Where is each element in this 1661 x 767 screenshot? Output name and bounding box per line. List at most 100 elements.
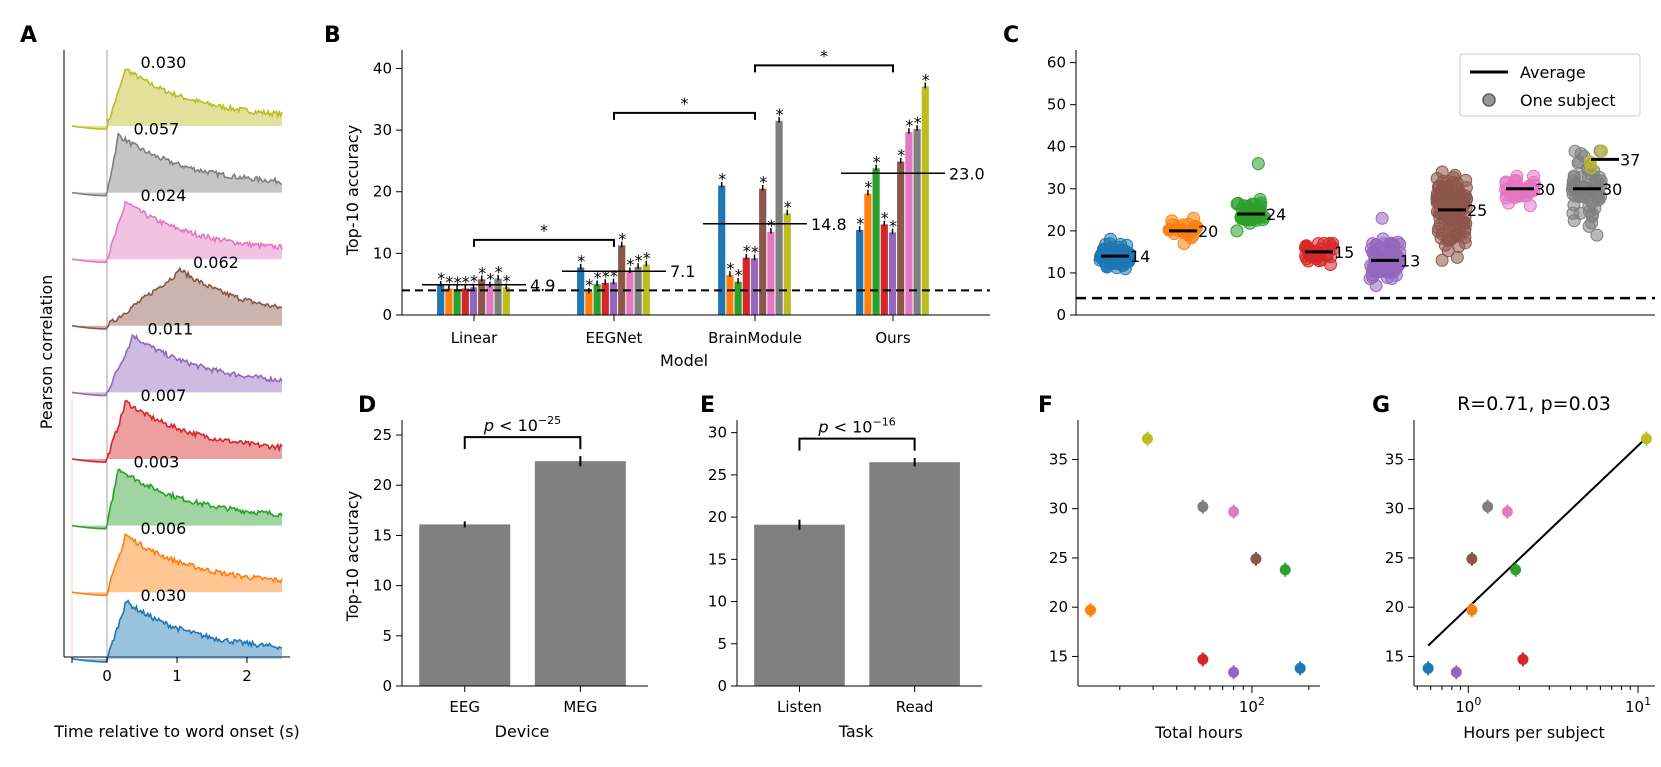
panel-c-point-5-76 (1450, 250, 1464, 264)
panel-b-star-0-6: * (486, 269, 494, 288)
panel-c-point-7-55 (1594, 174, 1608, 188)
panel-c-average-label-6: 30 (1535, 180, 1555, 199)
panel-c-point-5-102 (1447, 219, 1461, 233)
panel-e-chart: 0 5 10 15 20 25 30 Listen Read p < 10−16 Task (708, 416, 982, 741)
panel-b-bar-0-8 (502, 287, 510, 315)
panel-c-point-7-23 (1567, 214, 1581, 228)
panel-c-ytick-label-5: 50 (1047, 96, 1066, 114)
panel-b-star-3-1: * (864, 178, 872, 197)
panel-b-xtick-label-2: BrainModule (708, 329, 802, 347)
panel-c-point-5-106 (1439, 186, 1453, 200)
panel-a-area-6 (72, 469, 282, 529)
panel-b-star-1-5: * (618, 229, 626, 248)
panel-g-point-5 (1466, 553, 1478, 565)
panel-c-point-7-40 (1572, 155, 1586, 169)
panel-d-ytick-label-1: 5 (382, 627, 392, 645)
panel-b-star-3-7: * (914, 113, 922, 132)
panel-b-bracket-star-0: * (540, 221, 548, 240)
panel-c-ytick-label-1: 10 (1047, 264, 1066, 282)
panel-c-point-4-88 (1369, 279, 1383, 293)
panel-b-bar-3-8 (921, 86, 929, 315)
panel-b-y-label: Top-10 accuracy (343, 125, 362, 256)
panel-b-bar-1-3 (601, 282, 609, 315)
panel-f-label: F (1038, 393, 1053, 418)
panel-b-bar-2-1 (726, 274, 734, 315)
panel-c-point-5-68 (1458, 222, 1472, 236)
panel-a-area-7 (72, 534, 282, 596)
panel-g-point-1 (1466, 604, 1478, 616)
legend-average-label: Average (1520, 63, 1586, 82)
panel-e-x-label: Task (838, 722, 874, 741)
panel-b-star-2-2: * (735, 266, 743, 285)
panel-e-ytick-label-6: 30 (708, 424, 727, 442)
panel-g-ytick-label-3: 30 (1385, 500, 1404, 518)
panel-b-xtick-label-3: Ours (875, 329, 910, 347)
panel-b-star-3-3: * (881, 208, 889, 227)
panel-c-point-0-119 (1104, 232, 1117, 246)
panel-a-area-8 (72, 600, 282, 662)
panel-b-average-label-1: 7.1 (670, 262, 695, 281)
panel-a-peak-label-4: 0.011 (148, 319, 194, 338)
panel-b-star-1-3: * (602, 267, 610, 286)
panel-b-star-3-2: * (873, 152, 881, 171)
panel-e-pvalue: p < 10−16 (817, 416, 895, 437)
panel-d-x-label: Device (495, 722, 550, 741)
panel-f-point-6 (1228, 506, 1240, 518)
panel-a-label: A (20, 23, 37, 48)
panel-a-curve-2 (71, 200, 283, 264)
panel-b-bar-1-4 (609, 282, 618, 315)
panel-e-ytick-label-2: 10 (708, 593, 727, 611)
panel-b-average-label-2: 14.8 (811, 215, 847, 234)
panel-f-ytick-label-1: 20 (1049, 598, 1068, 616)
panel-b-bar-2-2 (734, 281, 742, 315)
panel-a-area-2 (72, 202, 282, 263)
panel-a-peak-label-2: 0.024 (141, 186, 187, 205)
panel-f-chart: 15 20 25 30 35 102 Total hours (1049, 420, 1320, 742)
panel-d-bar-1 (534, 461, 626, 686)
panel-b-bracket-star-1: * (681, 94, 689, 113)
panel-e-label: E (700, 393, 715, 418)
panel-c-point-3-24 (1300, 252, 1314, 266)
panel-c-label: C (1003, 23, 1019, 48)
panel-f-point-0 (1294, 662, 1306, 674)
panel-b-bar-3-3 (880, 224, 888, 315)
panel-b-star-1-6: * (626, 255, 634, 274)
panel-c-point-0-118 (1118, 262, 1132, 276)
panel-b-star-3-0: * (856, 214, 864, 233)
panel-b-ytick-label-4: 40 (373, 59, 392, 77)
panel-d-bar-0 (419, 524, 511, 686)
panel-d-ytick-label-2: 10 (373, 577, 392, 595)
panel-e-xtick-label-0: Listen (777, 698, 822, 716)
panel-b-average-label-3: 23.0 (949, 164, 985, 183)
panel-c-point-3-28 (1324, 258, 1337, 271)
panel-b-star-1-8: * (643, 248, 651, 267)
panel-a-peak-label-7: 0.006 (141, 519, 187, 538)
panel-a-xtick-label-0: 0 (102, 667, 112, 685)
panel-c-point-1-24 (1187, 211, 1200, 225)
panel-f-ytick-label-3: 30 (1049, 500, 1068, 518)
panel-b-star-2-6: * (767, 216, 775, 235)
panel-a-peak-label-3: 0.062 (193, 253, 239, 272)
panel-e-bar-0 (754, 524, 845, 686)
panel-b-average-label-0: 4.9 (530, 276, 555, 295)
panel-d-ytick-label-0: 0 (382, 677, 392, 695)
panel-c-point-6-33 (1502, 196, 1515, 210)
panel-b-xtick-label-0: Linear (451, 329, 498, 347)
panel-c-chart: 0 10 20 30 40 50 60 14 20 24 15 13 25 30 30 37 Average… (1047, 50, 1655, 324)
panel-g-ytick-label-1: 20 (1385, 598, 1404, 616)
panel-b-star-0-8: * (503, 271, 511, 290)
panel-g-ytick-label-4: 35 (1385, 450, 1404, 468)
panel-c-point-4-81 (1381, 265, 1395, 279)
panel-c-average-label-4: 13 (1400, 251, 1420, 270)
panel-b-star-2-0: * (718, 170, 726, 189)
panel-c-point-7-57 (1577, 190, 1591, 204)
panel-c-point-1-22 (1166, 218, 1180, 232)
panel-g-chart: 15 20 25 30 35 100 101 Hours per subject R=0.7… (1385, 393, 1655, 742)
legend-box (1459, 53, 1641, 117)
panel-g-ytick-label-2: 25 (1385, 549, 1404, 567)
panel-a-area-5 (72, 400, 282, 463)
panel-b-ytick-label-2: 20 (373, 183, 392, 201)
panel-c-ytick-label-4: 40 (1047, 138, 1066, 156)
panel-c-point-2-44 (1251, 157, 1265, 171)
panel-f-point-1 (1085, 604, 1097, 616)
